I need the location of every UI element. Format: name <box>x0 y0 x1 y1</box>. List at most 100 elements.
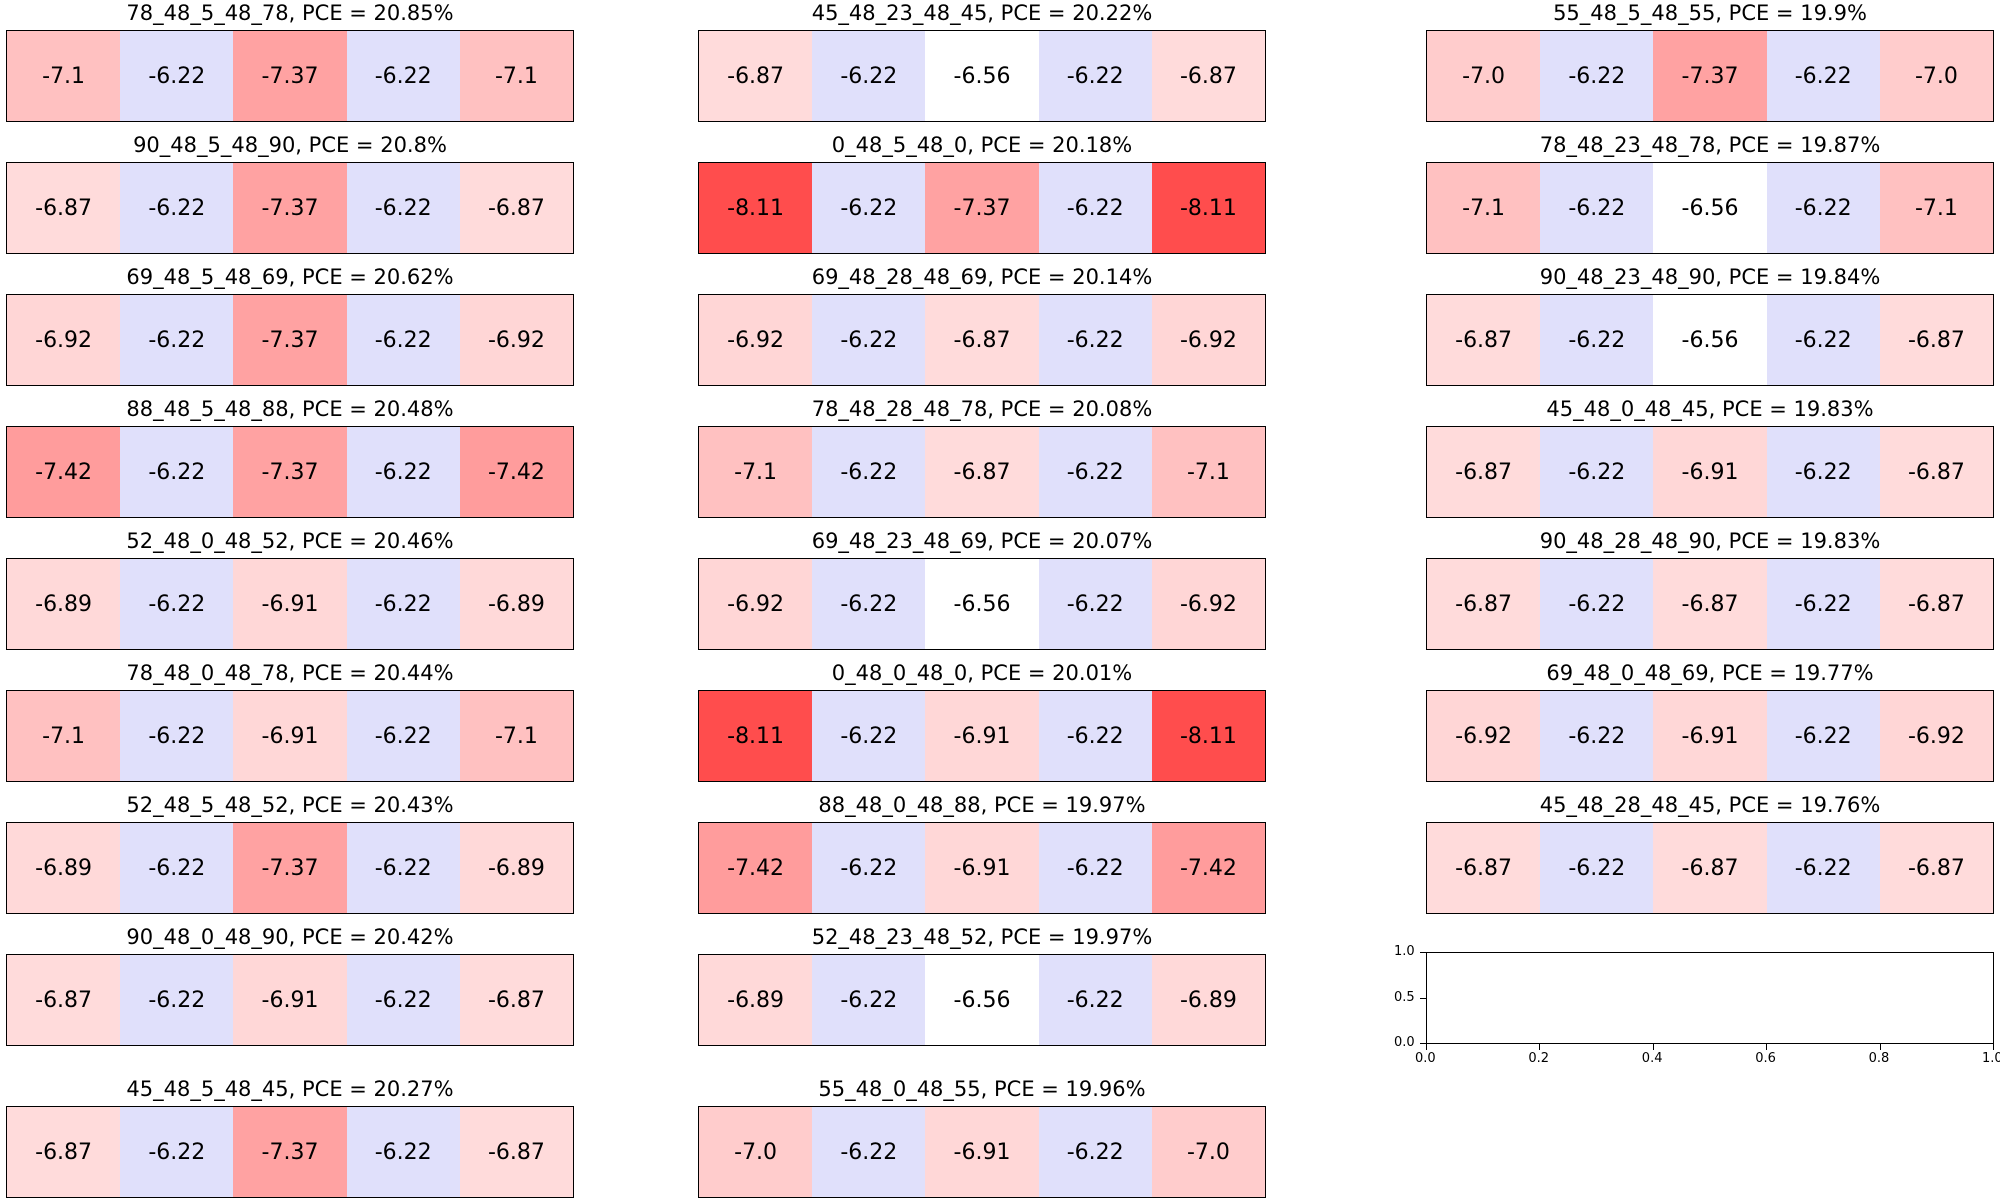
heatmap-cell: -6.22 <box>1038 295 1152 385</box>
panel-title: 90_48_28_48_90, PCE = 19.83% <box>1539 529 1881 553</box>
heatmap-strip: -6.89 -6.22 -6.56 -6.22 -6.89 <box>698 954 1266 1046</box>
heatmap-strip: -6.89 -6.22 -6.91 -6.22 -6.89 <box>6 558 574 650</box>
heatmap-panel: 52_48_23_48_52, PCE = 19.97% -6.89 -6.22 -6… <box>698 924 1266 1046</box>
heatmap-cell: -6.22 <box>812 295 926 385</box>
heatmap-strip: -6.92 -6.22 -6.87 -6.22 -6.92 <box>698 294 1266 386</box>
heatmap-cell: -6.22 <box>1038 163 1152 253</box>
heatmap-cell: -6.89 <box>459 559 574 649</box>
heatmap-cell: -6.87 <box>1427 295 1541 385</box>
heatmap-strip: -7.42 -6.22 -6.91 -6.22 -7.42 <box>698 822 1266 914</box>
heatmap-cell: -7.37 <box>233 427 347 517</box>
heatmap-cell: -6.22 <box>120 163 234 253</box>
heatmap-cell: -6.22 <box>1038 823 1152 913</box>
heatmap-panel: 69_48_0_48_69, PCE = 19.77% -6.92 -6.22 -6.… <box>1426 660 1994 782</box>
heatmap-cell: -6.22 <box>1038 1107 1152 1197</box>
heatmap-panel: 88_48_0_48_88, PCE = 19.97% -7.42 -6.22 -6.… <box>698 792 1266 914</box>
heatmap-strip: -7.1 -6.22 -6.91 -6.22 -7.1 <box>6 690 574 782</box>
heatmap-cell: -6.92 <box>1151 295 1266 385</box>
x-tick-mark <box>1426 1044 1427 1050</box>
heatmap-cell: -6.87 <box>1879 823 1994 913</box>
heatmap-panel: 69_48_5_48_69, PCE = 20.62% -6.92 -6.22 -7.… <box>6 264 574 386</box>
heatmap-panel: 0_48_0_48_0, PCE = 20.01% -8.11 -6.22 -6.91… <box>698 660 1266 782</box>
heatmap-cell: -6.22 <box>346 1107 460 1197</box>
heatmap-cell: -6.87 <box>1879 427 1994 517</box>
heatmap-cell: -6.87 <box>1427 427 1541 517</box>
heatmap-cell: -6.22 <box>1766 691 1880 781</box>
panel-title: 45_48_0_48_45, PCE = 19.83% <box>1546 397 1874 421</box>
heatmap-panel: 52_48_5_48_52, PCE = 20.43% -6.89 -6.22 -7.… <box>6 792 574 914</box>
heatmap-cell: -6.22 <box>1766 559 1880 649</box>
heatmap-cell: -6.22 <box>1766 823 1880 913</box>
heatmap-cell: -7.0 <box>699 1107 813 1197</box>
x-tick-label: 0.8 <box>1868 1051 1890 1066</box>
heatmap-cell: -6.22 <box>812 691 926 781</box>
heatmap-cell: -6.56 <box>1653 295 1767 385</box>
heatmap-cell: -6.22 <box>346 427 460 517</box>
heatmap-strip: -6.92 -6.22 -6.91 -6.22 -6.92 <box>1426 690 1994 782</box>
heatmap-cell: -7.1 <box>1151 427 1266 517</box>
y-tick-label: 1.0 <box>1394 944 1415 959</box>
heatmap-cell: -7.1 <box>699 427 813 517</box>
heatmap-cell: -6.22 <box>1766 427 1880 517</box>
heatmap-strip: -7.42 -6.22 -7.37 -6.22 -7.42 <box>6 426 574 518</box>
heatmap-cell: -6.22 <box>346 163 460 253</box>
heatmap-cell: -6.87 <box>925 427 1039 517</box>
heatmap-strip: -7.1 -6.22 -7.37 -6.22 -7.1 <box>6 30 574 122</box>
heatmap-panel: 45_48_5_48_45, PCE = 20.27% -6.87 -6.22 -7.… <box>6 1076 574 1198</box>
x-tick-label: 0.4 <box>1641 1051 1663 1066</box>
x-tick-mark <box>1652 1044 1654 1050</box>
heatmap-cell: -6.87 <box>459 955 574 1045</box>
heatmap-cell: -6.22 <box>120 691 234 781</box>
heatmap-cell: -8.11 <box>699 691 813 781</box>
heatmap-cell: -6.22 <box>346 691 460 781</box>
heatmap-cell: -6.22 <box>120 955 234 1045</box>
heatmap-cell: -6.22 <box>1540 691 1654 781</box>
panel-title: 90_48_5_48_90, PCE = 20.8% <box>133 133 447 157</box>
heatmap-cell: -6.87 <box>1427 559 1541 649</box>
heatmap-cell: -6.22 <box>812 559 926 649</box>
heatmap-strip: -7.0 -6.22 -6.91 -6.22 -7.0 <box>698 1106 1266 1198</box>
heatmap-cell: -6.91 <box>233 955 347 1045</box>
heatmap-panel: 90_48_0_48_90, PCE = 20.42% -6.87 -6.22 -6.… <box>6 924 574 1046</box>
heatmap-cell: -7.37 <box>233 163 347 253</box>
heatmap-panel: 55_48_5_48_55, PCE = 19.9% -7.0 -6.22 -7.37… <box>1426 0 1994 122</box>
heatmap-cell: -7.42 <box>1151 823 1266 913</box>
heatmap-panel: 90_48_5_48_90, PCE = 20.8% -6.87 -6.22 -7.3… <box>6 132 574 254</box>
heatmap-panel: 52_48_0_48_52, PCE = 20.46% -6.89 -6.22 -6.… <box>6 528 574 650</box>
heatmap-cell: -6.22 <box>1540 427 1654 517</box>
heatmap-panel: 45_48_23_48_45, PCE = 20.22% -6.87 -6.22 -6… <box>698 0 1266 122</box>
heatmap-cell: -6.87 <box>459 1107 574 1197</box>
heatmap-cell: -6.89 <box>699 955 813 1045</box>
heatmap-cell: -6.92 <box>1151 559 1266 649</box>
panel-title: 69_48_0_48_69, PCE = 19.77% <box>1546 661 1874 685</box>
heatmap-cell: -6.92 <box>7 295 121 385</box>
heatmap-strip: -8.11 -6.22 -6.91 -6.22 -8.11 <box>698 690 1266 782</box>
heatmap-cell: -6.22 <box>1540 823 1654 913</box>
heatmap-strip: -6.87 -6.22 -6.56 -6.22 -6.87 <box>1426 294 1994 386</box>
heatmap-cell: -6.91 <box>925 823 1039 913</box>
heatmap-panel: 55_48_0_48_55, PCE = 19.96% -7.0 -6.22 -6.9… <box>698 1076 1266 1198</box>
panel-title: 69_48_23_48_69, PCE = 20.07% <box>811 529 1153 553</box>
heatmap-panel: 45_48_0_48_45, PCE = 19.83% -6.87 -6.22 -6.… <box>1426 396 1994 518</box>
heatmap-cell: -6.22 <box>1038 427 1152 517</box>
heatmap-cell: -6.22 <box>1766 163 1880 253</box>
heatmap-cell: -6.22 <box>346 955 460 1045</box>
heatmap-strip: -6.87 -6.22 -7.37 -6.22 -6.87 <box>6 1106 574 1198</box>
heatmap-panel: 78_48_28_48_78, PCE = 20.08% -7.1 -6.22 -6.… <box>698 396 1266 518</box>
heatmap-cell: -6.22 <box>812 31 926 121</box>
heatmap-cell: -6.22 <box>1038 691 1152 781</box>
panel-title: 69_48_28_48_69, PCE = 20.14% <box>811 265 1153 289</box>
heatmap-cell: -6.89 <box>459 823 574 913</box>
heatmap-strip: -7.1 -6.22 -6.87 -6.22 -7.1 <box>698 426 1266 518</box>
heatmap-panel: 78_48_0_48_78, PCE = 20.44% -7.1 -6.22 -6.9… <box>6 660 574 782</box>
heatmap-cell: -6.22 <box>1766 31 1880 121</box>
heatmap-cell: -6.87 <box>1879 559 1994 649</box>
x-tick-label: 0.0 <box>1415 1051 1436 1066</box>
heatmap-strip: -6.87 -6.22 -6.87 -6.22 -6.87 <box>1426 558 1994 650</box>
heatmap-cell: -6.91 <box>1653 427 1767 517</box>
heatmap-strip: -7.0 -6.22 -7.37 -6.22 -7.0 <box>1426 30 1994 122</box>
panel-title: 78_48_28_48_78, PCE = 20.08% <box>811 397 1153 421</box>
heatmap-cell: -6.56 <box>925 31 1039 121</box>
heatmap-cell: -6.22 <box>1766 295 1880 385</box>
heatmap-cell: -6.22 <box>1038 31 1152 121</box>
